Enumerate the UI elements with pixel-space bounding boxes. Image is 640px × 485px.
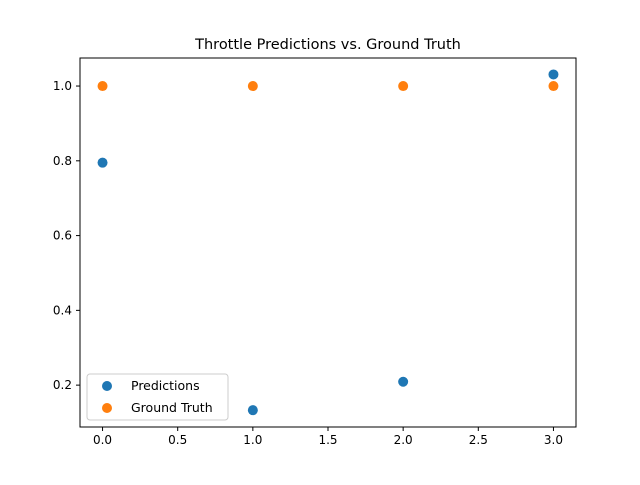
point-predictions xyxy=(97,157,108,168)
x-axis: 0.0 0.5 1.0 1.5 2.0 2.5 3.0 xyxy=(93,427,563,447)
x-tick-label: 3.0 xyxy=(544,433,563,447)
legend-marker-ground-truth xyxy=(102,403,112,413)
point-predictions xyxy=(398,376,409,387)
chart-title: Throttle Predictions vs. Ground Truth xyxy=(194,37,461,53)
legend-label-ground-truth: Ground Truth xyxy=(131,400,213,415)
y-tick-label: 1.0 xyxy=(53,79,72,93)
x-tick-label: 0.5 xyxy=(168,433,187,447)
y-tick-label: 0.2 xyxy=(53,378,72,392)
point-predictions xyxy=(548,69,559,80)
legend: Predictions Ground Truth xyxy=(86,373,229,421)
legend-marker-predictions xyxy=(102,381,112,391)
point-ground-truth xyxy=(247,81,258,92)
x-tick-label: 2.5 xyxy=(469,433,488,447)
legend-label-predictions: Predictions xyxy=(131,378,200,393)
point-predictions xyxy=(247,405,258,416)
data-points xyxy=(97,69,559,416)
point-ground-truth xyxy=(548,81,559,92)
x-tick-label: 2.0 xyxy=(394,433,413,447)
y-axis: 0.2 0.4 0.6 0.8 1.0 xyxy=(53,79,80,392)
x-tick-label: 1.0 xyxy=(243,433,262,447)
y-tick-label: 0.4 xyxy=(53,303,72,317)
y-tick-label: 0.8 xyxy=(53,154,72,168)
point-ground-truth xyxy=(97,81,108,92)
x-tick-label: 1.5 xyxy=(318,433,337,447)
point-ground-truth xyxy=(398,81,409,92)
y-tick-label: 0.6 xyxy=(53,229,72,243)
x-tick-label: 0.0 xyxy=(93,433,112,447)
legend-box xyxy=(86,373,229,421)
